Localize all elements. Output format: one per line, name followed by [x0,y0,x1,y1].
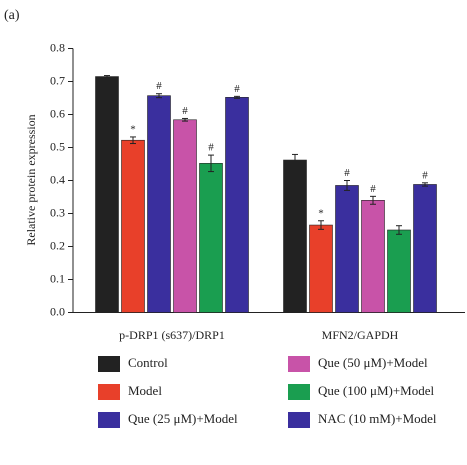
legend-label: NAC (10 mM)+Model [318,411,437,426]
legend-label: Que (25 μM)+Model [128,411,238,426]
significance-mark: # [370,183,376,195]
legend-swatch [288,412,310,428]
error-bar [344,180,350,191]
error-bar [130,136,136,145]
bar [225,97,249,313]
significance-mark: # [422,169,428,181]
legend-label: Que (100 μM)+Model [318,383,435,398]
legend-swatch [288,384,310,400]
error-bar [396,225,402,235]
panel-label: (a) [4,8,20,23]
error-bar [104,75,110,79]
bar [147,95,171,313]
legend-swatch [98,412,120,428]
significance-mark: # [234,83,240,95]
y-tick-label: 0.4 [50,172,65,186]
y-tick-label: 0.6 [50,106,65,120]
bar [387,229,411,313]
legend-swatch [98,356,120,372]
error-bar [156,93,162,99]
error-bar [182,117,188,122]
y-tick-label: 0.5 [50,139,65,153]
legend-label: Model [128,383,162,398]
y-tick-label: 0.8 [50,40,65,54]
significance-mark: * [318,207,324,219]
legend-label: Que (50 μM)+Model [318,355,428,370]
legend-swatch [98,384,120,400]
significance-mark: # [344,167,350,179]
error-bar [208,154,214,173]
error-bar [318,220,324,230]
bar [95,76,119,313]
x-tick-label: MFN2/GAPDH [322,328,399,342]
y-tick-label: 0.1 [50,271,65,285]
error-bar [422,182,428,187]
bar [283,159,307,313]
legend-label: Control [128,355,168,370]
bar [199,163,223,313]
significance-mark: * [130,123,136,135]
significance-mark: # [208,142,214,154]
y-tick-label: 0.7 [50,73,65,87]
bar [309,224,333,313]
bar [121,139,145,313]
bar [173,119,197,313]
y-axis-label: Relative protein expression [24,114,38,245]
bar [413,184,437,313]
x-tick-label: p-DRP1 (s637)/DRP1 [119,328,225,342]
y-tick-label: 0.3 [50,205,65,219]
error-bar [234,95,240,99]
significance-mark: # [156,80,162,92]
error-bar [370,195,376,205]
y-tick-label: 0.0 [50,304,65,318]
significance-mark: # [182,105,188,117]
bar [361,200,385,313]
bar [335,185,359,313]
error-bar [292,153,298,167]
legend-swatch [288,356,310,372]
y-tick-label: 0.2 [50,238,65,252]
